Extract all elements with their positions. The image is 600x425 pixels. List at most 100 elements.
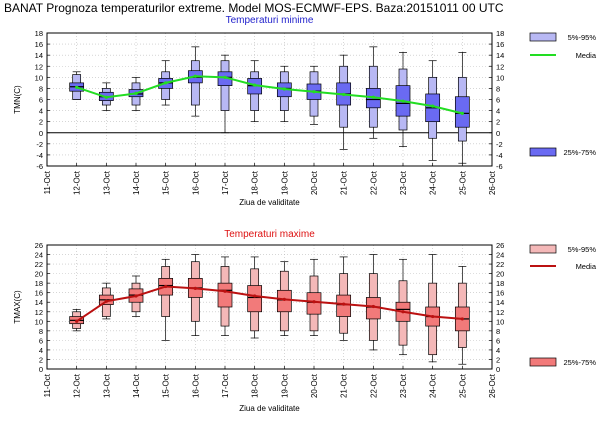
box-17-Oct xyxy=(217,54,233,134)
box-12-Oct xyxy=(69,71,85,100)
x-tick-label: 20-Oct xyxy=(310,373,319,398)
mean-point xyxy=(253,83,257,87)
box-19-Oct xyxy=(276,65,292,123)
y-tick-label-left: 18 xyxy=(35,29,43,38)
plot-frame xyxy=(46,244,493,370)
box-24-Oct xyxy=(425,60,441,161)
x-tick-label: 19-Oct xyxy=(280,373,289,398)
box-q1-q3 xyxy=(336,294,352,317)
legend-label-box: 25%-75% xyxy=(563,358,596,367)
y-tick-label-right: 4 xyxy=(496,346,500,355)
y-tick-label-left: 12 xyxy=(35,62,43,71)
y-tick-label-right: 18 xyxy=(496,29,504,38)
y-axis-label: TMAX(C) xyxy=(13,290,22,324)
box-18-Oct xyxy=(247,256,263,339)
x-tick-label: 22-Oct xyxy=(369,170,378,195)
box-16-Oct xyxy=(187,46,203,117)
y-axis-label: TMN(C) xyxy=(13,85,22,114)
x-tick-label: 25-Oct xyxy=(458,373,467,398)
y-tick-label-right: 14 xyxy=(496,298,504,307)
box-20-Oct xyxy=(306,258,322,336)
x-tick-label: 26-Oct xyxy=(488,373,497,398)
y-tick-label-right: 4 xyxy=(496,107,500,116)
legend-label-box: 25%-75% xyxy=(563,148,596,157)
x-tick-label: 11-Oct xyxy=(43,373,52,397)
y-tick-label-left: 10 xyxy=(35,317,43,326)
mean-point xyxy=(104,95,108,99)
x-tick-label: 12-Oct xyxy=(73,373,82,398)
y-tick-label-right: 2 xyxy=(496,355,500,364)
mean-point xyxy=(282,87,286,91)
legend-label-mean: Media xyxy=(576,262,597,271)
mean-point xyxy=(223,75,227,79)
plot-frame xyxy=(46,32,493,167)
y-tick-label-right: 8 xyxy=(496,84,500,93)
y-tick-label-left: 0 xyxy=(39,365,43,374)
box-24-Oct xyxy=(425,254,441,363)
x-tick-label: 25-Oct xyxy=(458,170,467,195)
y-tick-label-left: 2 xyxy=(39,118,43,127)
y-tick-label-right: 10 xyxy=(496,317,504,326)
y-tick-label-left: 16 xyxy=(35,289,43,298)
box-18-Oct xyxy=(247,60,263,123)
mean-point xyxy=(75,319,79,323)
mean-point xyxy=(312,90,316,94)
mean-point xyxy=(371,95,375,99)
mean-line xyxy=(76,75,463,115)
mean-point xyxy=(460,111,464,115)
box-q1-q3 xyxy=(276,289,292,313)
x-tick-label: 17-Oct xyxy=(221,373,230,398)
x-tick-label: 24-Oct xyxy=(429,373,438,398)
y-tick-label-left: 14 xyxy=(35,298,43,307)
x-tick-label: 22-Oct xyxy=(369,373,378,398)
x-tick-label: 18-Oct xyxy=(251,170,260,195)
y-tick-label-right: 6 xyxy=(496,96,500,105)
legend-label-mean: Media xyxy=(576,51,597,60)
mean-point xyxy=(282,297,286,301)
y-tick-label-right: 0 xyxy=(496,365,500,374)
y-tick-label-right: -6 xyxy=(496,162,503,171)
x-tick-label: 17-Oct xyxy=(221,170,230,195)
box-20-Oct xyxy=(306,65,322,125)
x-tick-label: 13-Oct xyxy=(102,373,111,398)
x-tick-label: 11-Oct xyxy=(43,170,52,194)
y-tick-label-right: 14 xyxy=(496,51,504,60)
mean-point xyxy=(312,300,316,304)
panel-title: Temperaturi maxime xyxy=(224,229,315,240)
box-22-Oct xyxy=(365,254,381,351)
y-tick-label-right: 22 xyxy=(496,260,504,269)
y-tick-label-left: 18 xyxy=(35,279,43,288)
y-tick-label-left: 6 xyxy=(39,96,43,105)
x-tick-label: 18-Oct xyxy=(251,373,260,398)
box-16-Oct xyxy=(187,254,203,336)
y-tick-label-left: 22 xyxy=(35,260,43,269)
mean-point xyxy=(223,289,227,293)
box-15-Oct xyxy=(158,258,174,341)
mean-point xyxy=(401,310,405,314)
y-tick-label-left: 12 xyxy=(35,308,43,317)
mean-point xyxy=(193,74,197,78)
y-tick-label-right: 6 xyxy=(496,336,500,345)
legend: 5%-95% Media 25%-75% xyxy=(529,244,597,367)
y-tick-label-left: 8 xyxy=(39,327,43,336)
x-tick-label: 19-Oct xyxy=(280,170,289,195)
y-tick-label-right: 26 xyxy=(496,241,504,250)
mean-point xyxy=(342,302,346,306)
y-tick-label-right: -4 xyxy=(496,151,503,160)
y-tick-label-left: 6 xyxy=(39,336,43,345)
panel-title: Temperaturi minime xyxy=(226,15,314,26)
x-tick-label: 12-Oct xyxy=(73,170,82,195)
x-tick-label: 21-Oct xyxy=(340,170,349,195)
y-tick-label-left: 24 xyxy=(35,251,43,260)
y-tick-label-right: 8 xyxy=(496,327,500,336)
y-tick-label-left: 4 xyxy=(39,346,43,355)
y-tick-label-right: -2 xyxy=(496,140,503,149)
box-q1-q3 xyxy=(247,285,263,313)
mean-point xyxy=(134,294,138,298)
legend: 5%-95% Media 25%-75% xyxy=(529,32,597,157)
x-tick-label: 13-Oct xyxy=(102,170,111,195)
x-tick-label: 15-Oct xyxy=(162,170,171,195)
x-tick-label: 26-Oct xyxy=(488,170,497,195)
